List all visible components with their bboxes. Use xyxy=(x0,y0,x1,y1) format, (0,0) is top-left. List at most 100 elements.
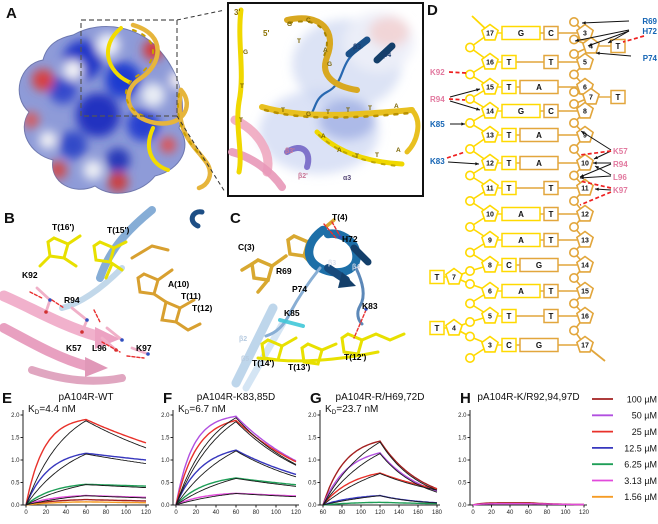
residue-label: T(12') xyxy=(344,352,366,362)
fit-curve xyxy=(175,450,297,506)
zoom-region-box xyxy=(80,19,178,117)
base-letter: G xyxy=(518,107,524,116)
residue-number: 8 xyxy=(583,109,587,116)
concentration-legend: 100 µM 50 µM 25 µM 12.5 µM 6.25 µM 3.13 µM 1.5… xyxy=(592,394,657,502)
panel-b-label: B xyxy=(4,210,15,227)
secondary-structure-label: β4 xyxy=(352,264,360,271)
fit-curve xyxy=(25,495,147,506)
y-tick-label: 0.0 xyxy=(161,503,170,509)
inset-base-letter: A xyxy=(321,133,326,140)
residue-number: 11 xyxy=(581,186,589,193)
sugar-pentagon xyxy=(480,52,500,70)
sensorgram-panel-H: 0.0 0.5 1.0 1.5 2.0 0 20 40 60 80 100 120 pA104R-K/R… xyxy=(458,392,590,516)
base-letter: T xyxy=(549,58,554,67)
hbond-dash xyxy=(622,35,645,43)
sensorgram-curve xyxy=(175,449,297,506)
residue-number: 13 xyxy=(486,133,494,140)
panel-b-art xyxy=(0,206,205,385)
base-letter: G xyxy=(536,261,542,270)
residue-label: T(4) xyxy=(332,212,348,222)
y-tick-label: 2.0 xyxy=(11,413,20,419)
sensorgram-curve xyxy=(322,501,438,506)
residue-number: 16 xyxy=(581,314,589,321)
base-box xyxy=(543,283,559,299)
legend-label: 6.25 µM xyxy=(624,460,657,470)
hbond-dash xyxy=(448,98,466,101)
base-letter: T xyxy=(507,83,512,92)
phosphate-circle xyxy=(569,144,580,155)
base-letter: A xyxy=(536,83,542,92)
x-tick-label: 60 xyxy=(83,510,90,516)
base-box xyxy=(501,25,541,41)
residue-label: K97 xyxy=(136,343,152,353)
contact-residue-label: R69 xyxy=(642,17,657,26)
legend-label: 100 µM xyxy=(627,394,657,404)
residue-number: 16 xyxy=(486,60,494,67)
base-letter: G xyxy=(518,29,524,38)
kd-annotation: KD=4.4 nM xyxy=(28,404,76,416)
inset-base-letter: G xyxy=(287,21,292,28)
phosphate-circle xyxy=(569,170,580,181)
x-tick-label: 120 xyxy=(579,510,590,516)
panel-b-structure: T(16') T(15') K92 R94 A(10) T(11) T(12) K57 L96 K… xyxy=(0,206,212,385)
sugar-pentagon xyxy=(480,153,500,171)
phosphate-circle xyxy=(569,87,580,98)
x-tick-label: 100 xyxy=(560,510,571,516)
x-tick-label: 120 xyxy=(141,510,152,516)
base-box xyxy=(501,308,517,324)
fit-curve xyxy=(25,484,147,506)
base-letter: A xyxy=(518,236,524,245)
residue-label: T(12) xyxy=(192,303,212,313)
base-letter: T xyxy=(507,159,512,168)
base-letter: T xyxy=(435,324,440,333)
residue-label: P74 xyxy=(292,284,307,294)
base-box xyxy=(519,127,559,143)
x-tick-label: 0 xyxy=(24,510,28,516)
base-box xyxy=(501,79,517,95)
inset-base-letter: T xyxy=(297,38,301,45)
panel-title: pA104R-K83,85D xyxy=(197,392,275,403)
base-box xyxy=(543,232,559,248)
base-box xyxy=(429,320,445,336)
base-box xyxy=(543,54,559,70)
base-letter: T xyxy=(507,131,512,140)
phosphate-circle xyxy=(464,316,475,327)
x-tick-label: 60 xyxy=(320,510,327,516)
x-tick-label: 0 xyxy=(471,510,475,516)
inset-ribbons xyxy=(228,7,421,191)
base-box xyxy=(543,103,559,119)
residue-number: 10 xyxy=(581,161,589,168)
x-tick-label: 80 xyxy=(339,510,346,516)
phosphate-circle xyxy=(569,17,580,27)
inset-base-letter: G xyxy=(243,49,248,56)
base-box xyxy=(501,283,541,299)
fit-curve xyxy=(322,473,438,506)
residue-number: 9 xyxy=(488,238,492,245)
sugar-pentagon xyxy=(444,318,464,336)
residue-number: 4 xyxy=(452,326,456,333)
residue-number: 3 xyxy=(488,343,492,350)
contact-residue-label: K57 xyxy=(613,147,628,156)
contact-residue-label: K83 xyxy=(430,157,445,166)
x-tick-label: 120 xyxy=(291,510,302,516)
panel-g-label: G xyxy=(310,390,322,407)
phosphate-circle xyxy=(569,247,580,258)
y-tick-label: 1.0 xyxy=(458,458,467,464)
sugar-pentagon xyxy=(575,230,595,248)
sugar-pentagon xyxy=(480,306,500,324)
phosphate-circle xyxy=(464,278,475,289)
sensorgram-curve xyxy=(25,452,147,506)
base-box xyxy=(501,103,541,119)
y-tick-label: 2.0 xyxy=(458,413,467,419)
secondary-structure-label: β2 xyxy=(239,336,247,343)
base-box xyxy=(610,89,626,105)
legend-label: 25 µM xyxy=(632,427,657,437)
residue-number: 12 xyxy=(581,212,589,219)
phosphate-circle xyxy=(569,298,580,309)
sugar-pentagon xyxy=(480,255,500,273)
phosphate-circle xyxy=(569,325,580,336)
sugar-pentagon xyxy=(575,125,595,143)
inset-base-letter: A xyxy=(323,47,328,54)
panel-f-label: F xyxy=(163,390,173,407)
base-box xyxy=(543,206,559,222)
